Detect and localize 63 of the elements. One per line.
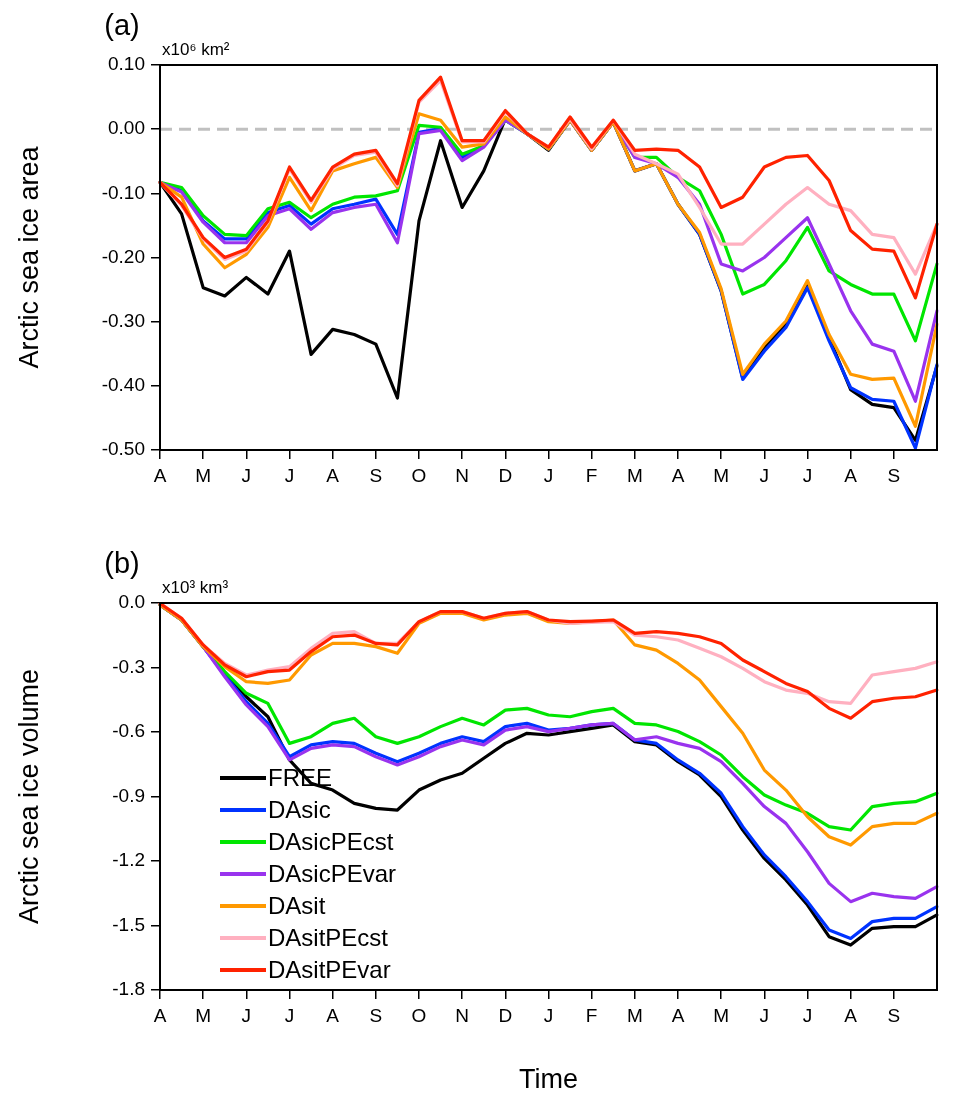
x-tick-label: M (195, 464, 212, 486)
y-tick-label: -0.30 (101, 309, 145, 331)
x-tick-label: J (241, 464, 252, 486)
legend-label: DAsitPEvar (268, 955, 391, 983)
x-tick-label: J (759, 464, 770, 486)
chart-subtitle: x10³ km³ (162, 578, 229, 597)
x-tick-label: N (455, 1004, 470, 1026)
legend-label: DAsitPEcst (268, 923, 389, 951)
chart-title: (a) (104, 9, 140, 41)
x-tick-label: M (713, 1004, 730, 1026)
x-tick-label: M (195, 1004, 212, 1026)
x-tick-label: S (887, 464, 901, 486)
x-tick-label: N (455, 464, 470, 486)
x-tick-label: A (153, 1004, 167, 1026)
x-tick-label: A (326, 464, 340, 486)
x-tick-label: J (543, 1004, 554, 1026)
x-tick-label: J (543, 464, 554, 486)
x-tick-label: A (153, 464, 167, 486)
legend-label: DAsicPEcst (268, 827, 394, 855)
y-axis-title: Arctic sea ice volume (13, 668, 44, 925)
y-tick-label: -1.5 (112, 913, 145, 935)
x-tick-label: J (241, 1004, 252, 1026)
x-tick-label: M (713, 464, 730, 486)
legend-label: DAsic (268, 795, 331, 823)
y-tick-label: 0.0 (118, 591, 145, 613)
x-tick-label: J (802, 464, 813, 486)
y-tick-label: -1.8 (112, 978, 145, 1000)
chart-title: (b) (104, 547, 140, 579)
y-tick-label: 0.10 (108, 53, 145, 75)
x-tick-label: D (498, 1004, 513, 1026)
x-tick-label: F (585, 464, 598, 486)
x-tick-label: A (671, 1004, 685, 1026)
x-axis-title: Time (519, 1064, 578, 1095)
y-tick-label: -0.40 (101, 374, 145, 396)
y-tick-label: -0.10 (101, 181, 145, 203)
x-tick-label: A (844, 1004, 858, 1026)
chart-subtitle: x10⁶ km² (162, 40, 230, 59)
x-tick-label: S (369, 1004, 383, 1026)
x-tick-label: O (411, 1004, 427, 1026)
legend-label: DAsicPEvar (268, 859, 397, 887)
y-tick-label: -1.2 (112, 849, 145, 871)
x-tick-label: A (326, 1004, 340, 1026)
x-tick-label: M (626, 464, 643, 486)
y-tick-label: -0.3 (112, 655, 145, 677)
y-tick-label: -0.6 (112, 720, 145, 742)
x-tick-label: F (585, 1004, 598, 1026)
y-tick-label: -0.50 (101, 438, 145, 460)
x-tick-label: J (802, 1004, 813, 1026)
x-tick-label: J (284, 464, 295, 486)
x-tick-label: S (369, 464, 383, 486)
y-tick-label: -0.9 (112, 784, 145, 806)
x-tick-label: D (498, 464, 513, 486)
legend-label: DAsit (268, 891, 326, 919)
x-tick-label: O (411, 464, 427, 486)
y-tick-label: 0.00 (108, 117, 145, 139)
y-axis-title: Arctic sea ice area (13, 145, 44, 369)
x-tick-label: J (284, 1004, 295, 1026)
x-tick-label: A (844, 464, 858, 486)
x-tick-label: A (671, 464, 685, 486)
x-tick-label: J (759, 1004, 770, 1026)
y-tick-label: -0.20 (101, 245, 145, 267)
x-tick-label: S (887, 1004, 901, 1026)
x-tick-label: M (626, 1004, 643, 1026)
